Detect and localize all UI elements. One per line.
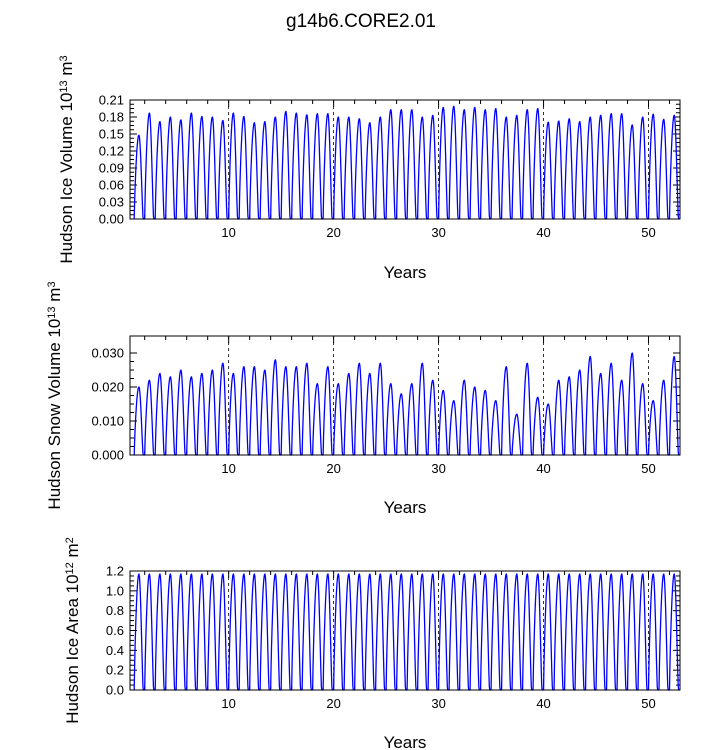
- x-tick-label: 40: [536, 696, 550, 711]
- y-tick-label: 0.000: [91, 448, 124, 463]
- y-tick-label: 0.4: [106, 643, 124, 658]
- y-tick-label: 0.12: [99, 144, 124, 159]
- x-axis-label: Years: [384, 733, 427, 750]
- x-tick-label: 20: [326, 225, 340, 240]
- chart-ice-area: 10 20 30 40 50 0.0 0.2 0.4 0.6 0.8 1.0 1.2 Years Huds…: [63, 537, 681, 750]
- x-tick-label: 50: [641, 461, 655, 476]
- plot-frame: [129, 570, 681, 691]
- x-tick-label: 30: [431, 461, 445, 476]
- figure-title: g14b6.CORE2.01: [286, 11, 436, 32]
- y-tick-label: 0.8: [106, 603, 124, 618]
- y-tick-label: 0.6: [106, 623, 124, 638]
- y-tick-label: 1.2: [106, 564, 124, 579]
- plot-frame: [129, 335, 681, 456]
- y-tick-label: 0.010: [91, 414, 124, 429]
- x-tick-label: 20: [326, 696, 340, 711]
- chart-snow-volume: 10 20 30 40 50 0.000 0.010 0.020 0.030 Years Hudso…: [45, 281, 681, 517]
- y-tick-label: 0.020: [91, 380, 124, 395]
- x-tick-label: 10: [221, 225, 235, 240]
- y-tick-label: 0.2: [106, 663, 124, 678]
- x-tick-label: 50: [641, 696, 655, 711]
- series-line-ice-volume: [133, 105, 680, 220]
- y-tick-label: 0.0: [106, 683, 124, 698]
- x-tick-label: 10: [221, 461, 235, 476]
- series-line-ice-area: [133, 573, 680, 691]
- chart-ice-volume: 10 20 30 40 50 0.00 0.03 0.06 0.09 0.12 0.15 0.18 0.…: [57, 55, 681, 282]
- y-tick-label: 0.15: [99, 127, 124, 142]
- y-tick-label: 0.00: [99, 212, 124, 227]
- x-tick-label: 40: [536, 225, 550, 240]
- x-tick-label: 20: [326, 461, 340, 476]
- x-tick-label: 10: [221, 696, 235, 711]
- y-axis-label: Hudson Ice Volume 1013 m3: [57, 55, 76, 263]
- y-tick-label: 0.030: [91, 346, 124, 361]
- x-tick-label: 30: [431, 696, 445, 711]
- y-tick-label: 0.21: [99, 93, 124, 108]
- x-tick-label: 40: [536, 461, 550, 476]
- y-tick-label: 0.09: [99, 161, 124, 176]
- series-line-snow-volume: [133, 352, 680, 456]
- x-axis-label: Years: [384, 263, 427, 282]
- x-tick-label: 50: [641, 225, 655, 240]
- x-axis-label: Years: [384, 498, 427, 517]
- y-axis-label: Hudson Ice Area 1012 m2: [63, 537, 82, 724]
- y-tick-label: 1.0: [106, 583, 124, 598]
- y-axis-label: Hudson Snow Volume 1013 m3: [45, 281, 64, 509]
- plot-frame: [129, 99, 681, 220]
- y-tick-label: 0.03: [99, 195, 124, 210]
- x-tick-label: 30: [431, 225, 445, 240]
- y-tick-label: 0.06: [99, 178, 124, 193]
- y-tick-label: 0.18: [99, 110, 124, 125]
